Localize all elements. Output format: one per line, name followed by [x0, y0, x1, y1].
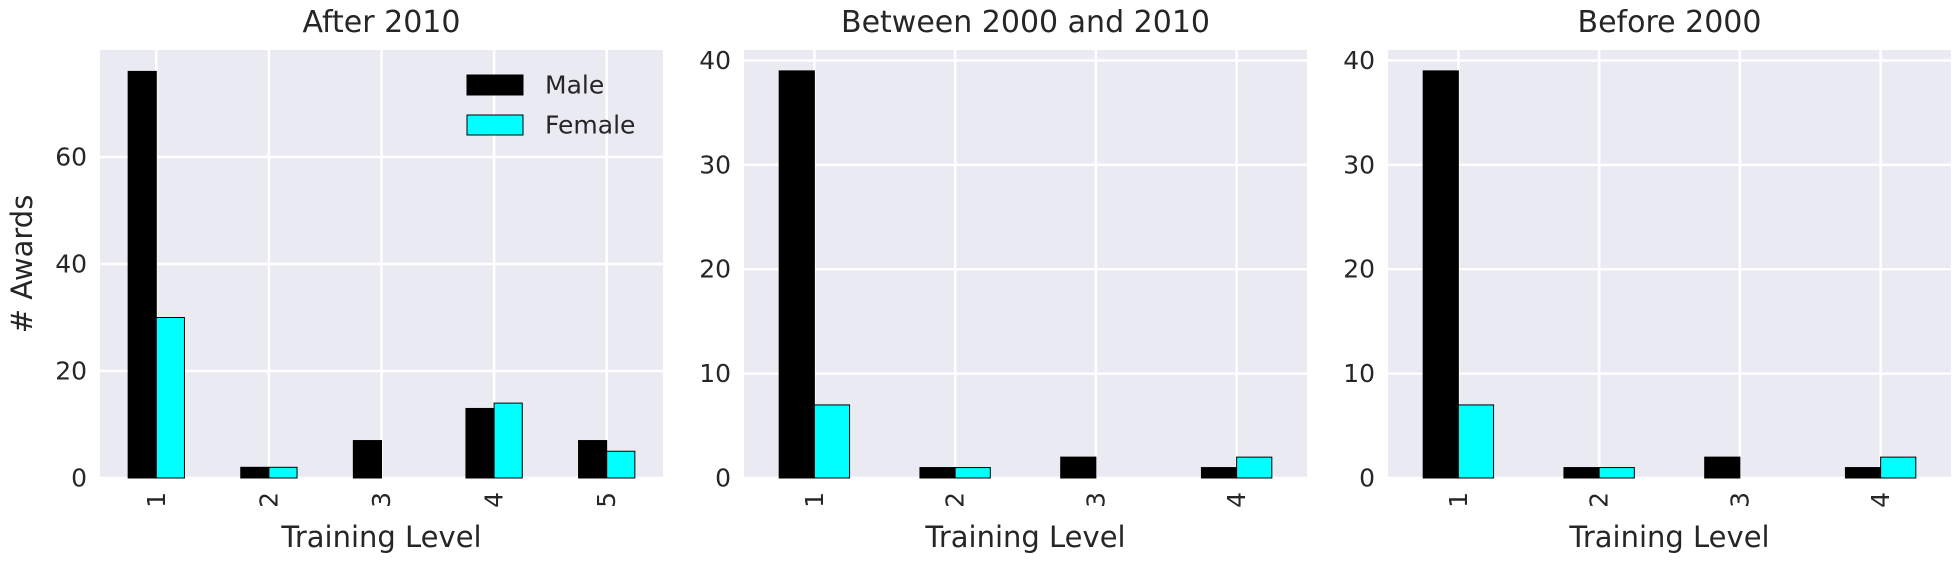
- x-tick-label: 3: [1725, 492, 1754, 508]
- legend-label-female: Female: [545, 111, 635, 140]
- bar-female-level-5: [606, 450, 636, 479]
- bar-female-level-4: [1880, 456, 1917, 479]
- x-tick-label: 4: [480, 492, 509, 508]
- bar-male-level-3: [1060, 456, 1097, 479]
- y-tick-label: 20: [55, 357, 87, 386]
- y-tick-label: 0: [71, 464, 87, 493]
- y-tick-label: 30: [699, 150, 731, 179]
- bar-female-level-1: [813, 404, 851, 479]
- bar-female-level-1: [155, 317, 185, 479]
- x-tick-label: 3: [367, 492, 396, 508]
- x-tick-label: 1: [800, 492, 829, 508]
- y-tick-label: 0: [715, 464, 731, 493]
- y-axis-label: # Awards: [5, 195, 39, 334]
- x-axis-label: Training Level: [924, 520, 1125, 554]
- y-tick-label: 0: [1359, 464, 1375, 493]
- y-tick-label: 10: [699, 359, 731, 388]
- x-tick-label: 5: [592, 492, 621, 508]
- x-axis-label: Training Level: [1568, 520, 1769, 554]
- bar-female-level-1: [1457, 404, 1495, 479]
- x-tick-label: 2: [941, 492, 970, 508]
- x-tick-label: 1: [142, 492, 171, 508]
- bar-male-level-3: [352, 440, 383, 479]
- bar-female-level-4: [493, 402, 523, 479]
- chart-panel-2: 0 10 20 30 40 1 2 3 4 Between 2000 and 2010 Traini…: [699, 5, 1307, 554]
- y-tick-label: 40: [699, 46, 731, 75]
- y-tick-label: 60: [55, 143, 87, 172]
- bar-male-level-4: [465, 407, 495, 479]
- bar-female-level-4: [1236, 456, 1273, 479]
- chart-panel-3: 0 10 20 30 40 1 2 3 4 Before 2000 Training Level: [1343, 5, 1951, 554]
- bar-male-level-4: [1200, 467, 1238, 479]
- bar-male-level-2: [240, 466, 270, 479]
- legend-label-male: Male: [545, 71, 604, 100]
- bar-male-level-5: [578, 440, 608, 479]
- bar-male-level-1: [127, 70, 157, 479]
- bar-male-level-3: [1704, 456, 1741, 479]
- bar-male-level-2: [1563, 467, 1600, 479]
- x-tick-label: 1: [1444, 492, 1473, 508]
- y-tick-label: 40: [55, 250, 87, 279]
- x-tick-label: 4: [1866, 492, 1895, 508]
- legend-swatch-male: [466, 74, 524, 96]
- bar-female-level-2: [268, 466, 298, 479]
- legend: Male Female: [466, 71, 635, 140]
- x-tick-label: 2: [254, 492, 283, 508]
- y-tick-label: 30: [1343, 150, 1375, 179]
- x-tick-label: 2: [1585, 492, 1614, 508]
- legend-swatch-female: [466, 114, 524, 136]
- y-tick-label: 20: [699, 255, 731, 284]
- y-tick-label: 40: [1343, 46, 1375, 75]
- x-tick-label: 3: [1081, 492, 1110, 508]
- bar-male-level-1: [778, 70, 815, 479]
- bar-male-level-1: [1422, 70, 1459, 479]
- chart-panel-1: 0 20 40 60 1 2 3 4 5 After 2010 Training Level # Aw…: [5, 5, 663, 554]
- bar-female-level-2: [954, 467, 991, 479]
- chart-title: Before 2000: [1578, 5, 1762, 40]
- bar-male-level-2: [919, 467, 956, 479]
- y-tick-label: 20: [1343, 255, 1375, 284]
- chart-title: After 2010: [303, 5, 461, 40]
- x-axis-label: Training Level: [280, 520, 481, 554]
- y-tick-label: 10: [1343, 359, 1375, 388]
- x-tick-label: 4: [1222, 492, 1251, 508]
- bar-male-level-4: [1844, 467, 1882, 479]
- bar-female-level-2: [1598, 467, 1635, 479]
- chart-title: Between 2000 and 2010: [841, 5, 1210, 40]
